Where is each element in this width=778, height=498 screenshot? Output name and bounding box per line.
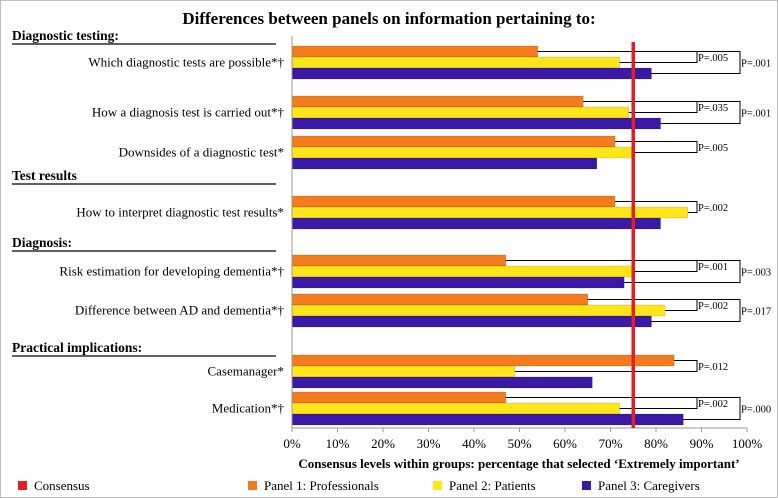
significance-bracket — [514, 360, 698, 372]
x-tick-label: 100% — [732, 436, 763, 451]
bar-panel-3-caregivers — [291, 217, 661, 230]
bar-panel-3-caregivers — [291, 117, 661, 130]
bar-panel-1-professionals — [291, 45, 538, 58]
x-tick-label: 70% — [599, 436, 623, 451]
bar-panel-2-patients — [291, 56, 620, 69]
bar-panel-1-professionals — [291, 195, 616, 208]
p-value-label: P=.012 — [698, 362, 728, 373]
bar-panel-1-professionals — [291, 135, 616, 148]
category-label: Casemanager* — [207, 364, 284, 379]
section-heading: Test results — [12, 168, 77, 183]
p-value-label: P=.005 — [698, 143, 728, 154]
category-label: Medication*† — [212, 401, 285, 416]
significance-bracket — [505, 397, 741, 420]
p-value-label: P=.005 — [698, 53, 728, 64]
x-tick-label: 0% — [283, 436, 301, 451]
legend-swatch — [248, 481, 257, 490]
p-value-label: P=.002 — [698, 301, 728, 312]
category-label: How to interpret diagnostic test results… — [76, 205, 284, 220]
x-tick-label: 90% — [690, 436, 714, 451]
legend-label: Panel 2: Patients — [449, 478, 536, 493]
x-tick-label: 40% — [462, 436, 486, 451]
bar-panel-2-patients — [291, 106, 629, 119]
bar-panel-2-patients — [291, 146, 634, 159]
bar-panel-2-patients — [291, 402, 620, 415]
category-label: How a diagnosis test is carried out*† — [92, 105, 285, 120]
bar-panel-3-caregivers — [291, 276, 625, 289]
legend-swatch — [582, 481, 591, 490]
x-axis-label: Consensus levels within groups: percenta… — [298, 456, 739, 471]
x-tick-label: 80% — [644, 436, 668, 451]
x-tick-label: 50% — [508, 436, 532, 451]
section-heading: Diagnosis: — [12, 235, 72, 250]
x-tick-label: 30% — [417, 436, 441, 451]
significance-bracket — [615, 141, 698, 153]
significance-bracket — [583, 101, 741, 124]
p-value-label: P=.002 — [698, 399, 728, 410]
bar-panel-3-caregivers — [291, 315, 652, 328]
significance-bracket — [587, 299, 741, 322]
bar-panel-3-caregivers — [291, 376, 593, 389]
p-value-label: P=.001 — [698, 262, 728, 273]
bar-panel-2-patients — [291, 365, 516, 378]
x-tick-label: 20% — [371, 436, 395, 451]
bar-panel-3-caregivers — [291, 67, 652, 80]
p-value-label: P=.001 — [741, 59, 771, 70]
legend-swatch — [433, 481, 442, 490]
legend-swatch — [18, 481, 27, 490]
x-tick-label: 10% — [326, 436, 350, 451]
significance-bracket — [615, 201, 698, 213]
significance-bracket — [537, 51, 741, 74]
bar-panel-1-professionals — [291, 391, 507, 404]
p-value-label: P=.017 — [741, 307, 771, 318]
category-label: Difference between AD and dementia*† — [75, 303, 285, 318]
bar-panel-1-professionals — [291, 293, 588, 306]
bar-panel-2-patients — [291, 265, 634, 278]
bar-panel-2-patients — [291, 304, 666, 317]
legend-label: Panel 1: Professionals — [264, 478, 379, 493]
x-tick-label: 60% — [553, 436, 577, 451]
category-label: Which diagnostic tests are possible*† — [88, 55, 284, 70]
category-label: Risk estimation for developing dementia*… — [59, 264, 284, 279]
chart-title: Differences between panels on informatio… — [182, 9, 595, 28]
p-value-label: P=.000 — [741, 405, 771, 416]
legend-label: Panel 3: Caregivers — [598, 478, 700, 493]
bar-panel-2-patients — [291, 206, 689, 219]
bar-panel-1-professionals — [291, 254, 507, 267]
section-heading: Practical implications: — [12, 340, 142, 355]
bar-panel-3-caregivers — [291, 157, 598, 170]
legend-label: Consensus — [34, 478, 90, 493]
p-value-label: P=.003 — [741, 268, 771, 279]
category-label: Downsides of a diagnostic test* — [119, 145, 284, 160]
p-value-label: P=.001 — [741, 109, 771, 120]
section-heading: Diagnostic testing: — [12, 28, 119, 43]
p-value-label: P=.002 — [698, 203, 728, 214]
bar-panel-3-caregivers — [291, 413, 684, 426]
p-value-label: P=.035 — [698, 103, 728, 114]
significance-bracket — [505, 260, 741, 283]
bar-panel-1-professionals — [291, 354, 675, 367]
bar-panel-1-professionals — [291, 95, 584, 108]
